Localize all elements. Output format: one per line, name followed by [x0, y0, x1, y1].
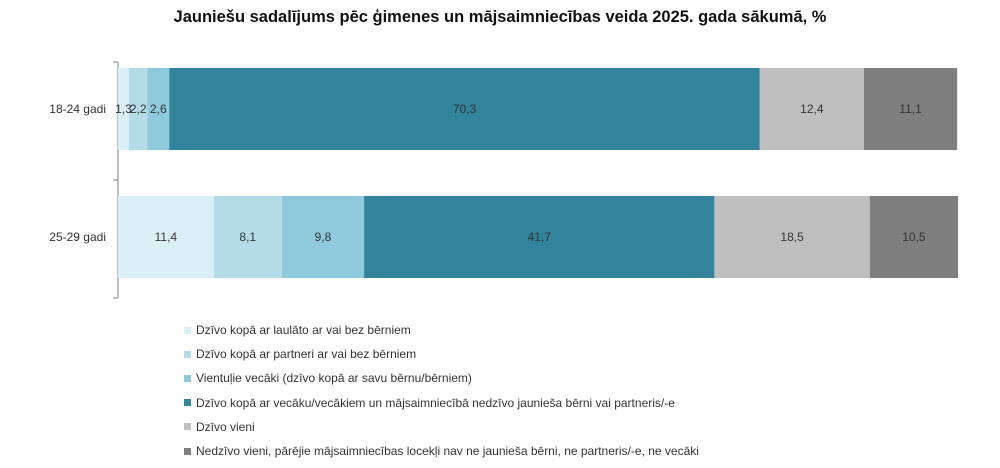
legend-item: Dzīvo vieni	[184, 415, 699, 439]
legend-swatch	[184, 374, 191, 382]
data-label: 18,5	[780, 230, 804, 244]
data-label: 70,3	[453, 102, 477, 116]
legend-swatch	[184, 399, 191, 407]
legend-item: Dzīvo kopā ar partneri ar vai bez bērnie…	[184, 342, 699, 366]
legend-swatch	[184, 423, 191, 431]
data-label: 10,5	[902, 230, 926, 244]
data-label: 8,1	[239, 230, 256, 244]
legend-swatch	[184, 350, 191, 358]
legend-label: Nedzīvo vieni, pārējie mājsaimniecības l…	[196, 444, 699, 459]
data-label: 2,6	[150, 102, 167, 116]
legend-swatch	[184, 447, 191, 455]
bar-segment	[364, 196, 715, 278]
bar-segment	[118, 68, 129, 150]
legend-item: Dzīvo kopā ar laulāto ar vai bez bērniem	[184, 318, 699, 342]
legend-item: Nedzīvo vieni, pārējie mājsaimniecības l…	[184, 439, 699, 463]
bar-segment	[869, 196, 958, 278]
category-label: 18-24 gadi	[49, 102, 106, 116]
bar-segment	[118, 196, 214, 278]
data-label: 9,8	[315, 230, 332, 244]
category-label: 25-29 gadi	[49, 230, 106, 244]
chart-title: Jauniešu sadalījums pēc ģimenes un mājsa…	[173, 8, 827, 26]
legend-label: Dzīvo kopā ar laulāto ar vai bez bērniem	[196, 323, 411, 338]
bar-segment	[281, 196, 365, 278]
legend-label: Dzīvo vieni	[196, 419, 255, 434]
legend-item: Dzīvo kopā ar vecāku/vecākiem un mājsaim…	[184, 391, 699, 415]
data-label: 1,3	[115, 102, 132, 116]
chart-legend: Dzīvo kopā ar laulāto ar vai bez bērniem…	[184, 318, 699, 463]
legend-label: Dzīvo kopā ar partneri ar vai bez bērnie…	[196, 347, 417, 362]
bar-segment	[128, 68, 148, 150]
bar-segment	[714, 196, 870, 278]
data-label: 11,1	[899, 102, 922, 116]
data-label: 41,7	[528, 230, 552, 244]
legend-label: Vientuļie vecāki (dzīvo kopā ar savu bēr…	[196, 371, 472, 386]
bar-segment	[169, 68, 760, 150]
legend-label: Dzīvo kopā ar vecāku/vecākiem un mājsaim…	[196, 395, 675, 410]
data-label: 2,2	[130, 102, 147, 116]
bar-segment	[759, 68, 864, 150]
bar-segment	[213, 196, 282, 278]
data-label: 11,4	[155, 230, 178, 244]
data-label: 12,4	[800, 102, 824, 116]
legend-item: Vientuļie vecāki (dzīvo kopā ar savu bēr…	[184, 366, 699, 390]
legend-swatch	[184, 326, 191, 334]
bar-segment	[863, 68, 958, 150]
bar-segment	[147, 68, 170, 150]
